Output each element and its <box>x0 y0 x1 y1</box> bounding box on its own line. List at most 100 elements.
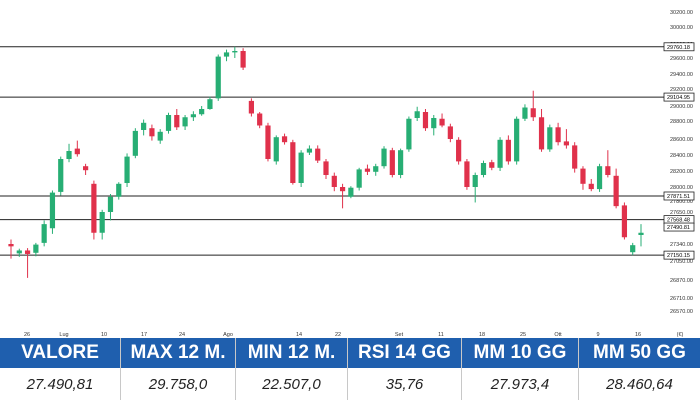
candle <box>613 168 619 209</box>
candle <box>431 115 437 136</box>
candle <box>199 106 205 116</box>
candle <box>514 116 520 165</box>
y-tick-label: 28800.00 <box>670 119 693 125</box>
candle-body <box>572 145 578 169</box>
candle <box>331 172 337 192</box>
candle <box>605 150 611 178</box>
candle <box>406 116 412 152</box>
candle <box>99 209 105 240</box>
level-tags: 29760.18 29104.95 27871.51 27568.48 27150.15… <box>663 42 695 260</box>
candle <box>49 190 56 234</box>
candle <box>281 133 288 145</box>
candle <box>33 242 39 257</box>
candle-body <box>356 169 362 188</box>
y-tick-label: 30000.00 <box>670 25 693 31</box>
candles <box>8 46 644 278</box>
candle-body <box>555 127 561 143</box>
candle <box>257 112 263 129</box>
candle <box>530 90 536 121</box>
candle <box>356 167 362 191</box>
candle <box>41 220 47 247</box>
divider <box>235 338 236 400</box>
candle-body <box>497 139 503 168</box>
candle-body <box>398 150 404 175</box>
candle <box>24 248 31 278</box>
candle-body <box>41 224 47 243</box>
candle <box>74 140 80 157</box>
svg-text:27490.81: 27490.81 <box>667 225 690 231</box>
candle <box>464 159 470 190</box>
candle <box>190 111 196 121</box>
y-tick-label: 28600.00 <box>670 137 693 143</box>
stat-valore: VALORE 27.490,81 <box>0 338 120 400</box>
stat-label: MM 10 GG <box>462 338 578 368</box>
candle-body <box>99 212 105 233</box>
x-tick-label: 14 <box>296 332 302 338</box>
svg-text:29104.95: 29104.95 <box>667 95 690 101</box>
candle <box>223 49 230 62</box>
y-tick-label: 29000.00 <box>670 104 693 110</box>
candle-body <box>480 163 487 175</box>
candle <box>389 147 395 178</box>
stat-value: 29.758,0 <box>148 376 208 393</box>
x-tick-label: Ago <box>223 332 233 338</box>
y-tick-label: 27340.00 <box>670 242 693 248</box>
candle <box>240 48 246 70</box>
candle <box>315 145 321 163</box>
candle <box>381 146 387 169</box>
stat-value: 28.460,64 <box>606 376 673 393</box>
candle <box>232 46 238 58</box>
level-tag: 29104.95 <box>663 92 695 102</box>
candle-body <box>182 117 188 127</box>
candle <box>124 153 130 187</box>
x-tick-label: 11 <box>438 332 444 338</box>
candle-body <box>107 196 114 212</box>
candle <box>522 104 528 121</box>
candle-body <box>66 151 72 159</box>
candle <box>116 182 122 200</box>
candle-body <box>257 113 263 126</box>
candle <box>207 96 213 110</box>
y-tick-label: 29200.00 <box>670 87 693 93</box>
candle <box>621 202 628 240</box>
candle <box>66 143 72 163</box>
candle <box>348 186 354 199</box>
candle <box>149 124 155 141</box>
candle-body <box>165 115 172 131</box>
candle <box>91 180 97 240</box>
y-tick-label: 29600.00 <box>670 56 693 62</box>
stat-value: 22.507,0 <box>262 376 321 393</box>
stat-value: 35,76 <box>385 376 424 393</box>
x-tick-label: 9 <box>596 332 599 338</box>
stats-bar: VALORE 27.490,81 MAX 12 M. 29.758,0 MIN … <box>0 338 700 400</box>
candle <box>165 112 172 134</box>
divider <box>578 338 579 400</box>
y-tick-label: 28400.00 <box>670 153 693 159</box>
candle-body <box>207 99 213 109</box>
level-tag: 27568.48 <box>663 215 695 225</box>
candle-body <box>389 150 395 175</box>
candle <box>273 135 279 165</box>
candle-body <box>447 126 453 139</box>
candle <box>588 179 594 192</box>
price-chart: 30200.0030000.0029800.0029600.0029400.00… <box>0 10 695 338</box>
candle <box>8 239 14 259</box>
candle-body <box>132 130 138 156</box>
candle <box>456 137 462 165</box>
stat-mm-50gg: MM 50 GG 28.460,64 <box>579 338 700 400</box>
x-tick-label: 25 <box>520 332 526 338</box>
y-axis: 30200.0030000.0029800.0029600.0029400.00… <box>670 10 693 315</box>
stat-label: RSI 14 GG <box>348 338 461 368</box>
level-tag: 29760.18 <box>663 42 695 52</box>
candle-body <box>489 162 495 168</box>
candle-body <box>58 159 64 192</box>
candle <box>497 137 503 171</box>
candle-body <box>547 127 553 150</box>
stat-label: MIN 12 M. <box>236 338 347 368</box>
candle <box>596 163 603 192</box>
candle-body <box>49 192 56 229</box>
y-tick-label: 29400.00 <box>670 72 693 78</box>
candle-body <box>116 183 122 197</box>
x-tick-label: 26 <box>24 332 30 338</box>
candle <box>505 135 511 165</box>
